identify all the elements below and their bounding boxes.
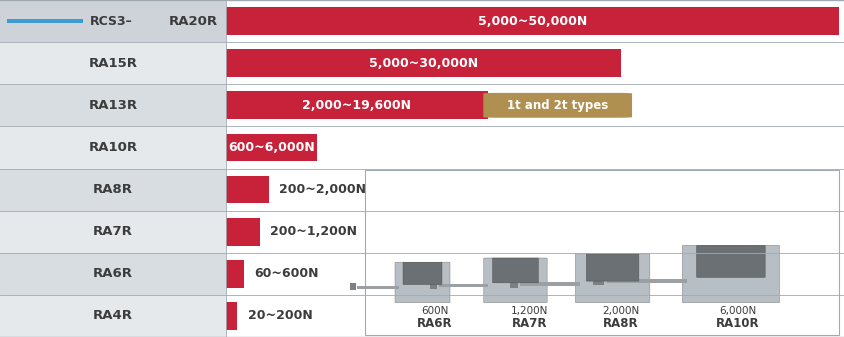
Bar	[438, 284, 488, 287]
Text: 20~200N: 20~200N	[247, 309, 312, 323]
Bar	[226, 218, 260, 246]
Bar	[226, 126, 844, 168]
Bar	[0, 0, 226, 42]
FancyBboxPatch shape	[394, 262, 449, 303]
FancyBboxPatch shape	[492, 258, 538, 283]
Text: 2,000N: 2,000N	[602, 306, 639, 316]
Bar	[226, 176, 268, 204]
Text: 600~6,000N: 600~6,000N	[228, 141, 315, 154]
Bar	[430, 281, 436, 289]
Bar	[226, 168, 844, 211]
FancyBboxPatch shape	[586, 254, 638, 281]
Text: 200~1,200N: 200~1,200N	[270, 225, 357, 238]
Bar	[0, 211, 226, 253]
Text: 1t and 2t types: 1t and 2t types	[506, 99, 608, 112]
Bar	[0, 168, 226, 211]
Text: RCS3–: RCS3–	[89, 14, 133, 28]
FancyBboxPatch shape	[682, 245, 779, 303]
Bar	[0, 126, 226, 168]
Bar	[226, 49, 620, 77]
Text: 6,000N: 6,000N	[718, 306, 755, 316]
Bar	[226, 84, 844, 126]
Text: 5,000~50,000N: 5,000~50,000N	[478, 14, 587, 28]
Text: 1,200N: 1,200N	[511, 306, 548, 316]
Text: RA6R: RA6R	[417, 316, 452, 330]
Text: RA7R: RA7R	[93, 225, 133, 238]
Text: RA8R: RA8R	[603, 316, 638, 330]
Bar	[606, 279, 685, 283]
Bar	[0, 42, 226, 84]
Text: 60~600N: 60~600N	[254, 267, 318, 280]
FancyBboxPatch shape	[365, 170, 838, 335]
Text: RA20R: RA20R	[168, 14, 218, 28]
Bar	[226, 42, 844, 84]
Bar	[226, 295, 844, 337]
FancyBboxPatch shape	[483, 258, 547, 303]
Bar	[226, 211, 844, 253]
Bar	[226, 253, 844, 295]
Text: RA10R: RA10R	[715, 316, 759, 330]
Text: 200~2,000N: 200~2,000N	[279, 183, 365, 196]
Bar	[7, 19, 83, 23]
Text: RA15R: RA15R	[89, 57, 138, 70]
Bar	[0, 253, 226, 295]
Text: 2,000~19,600N: 2,000~19,600N	[302, 99, 411, 112]
Bar	[226, 133, 316, 161]
Text: RA10R: RA10R	[89, 141, 138, 154]
Bar	[357, 286, 399, 289]
Bar	[0, 295, 226, 337]
Text: RA6R: RA6R	[93, 267, 133, 280]
FancyBboxPatch shape	[695, 245, 765, 277]
Bar	[520, 282, 579, 286]
Bar	[226, 0, 844, 42]
FancyBboxPatch shape	[575, 254, 649, 303]
FancyBboxPatch shape	[403, 262, 441, 284]
Text: 600N: 600N	[421, 306, 448, 316]
Bar	[510, 279, 517, 288]
Text: RA8R: RA8R	[93, 183, 133, 196]
Text: RA7R: RA7R	[511, 316, 547, 330]
Bar	[226, 91, 487, 119]
Bar	[592, 275, 603, 285]
Bar	[226, 260, 244, 288]
Text: 5,000~30,000N: 5,000~30,000N	[369, 57, 478, 70]
Bar	[0, 84, 226, 126]
Bar	[350, 283, 355, 290]
FancyBboxPatch shape	[483, 93, 631, 118]
Text: RA4R: RA4R	[93, 309, 133, 323]
Bar	[226, 7, 838, 35]
Bar	[226, 302, 237, 330]
Text: RA13R: RA13R	[89, 99, 138, 112]
